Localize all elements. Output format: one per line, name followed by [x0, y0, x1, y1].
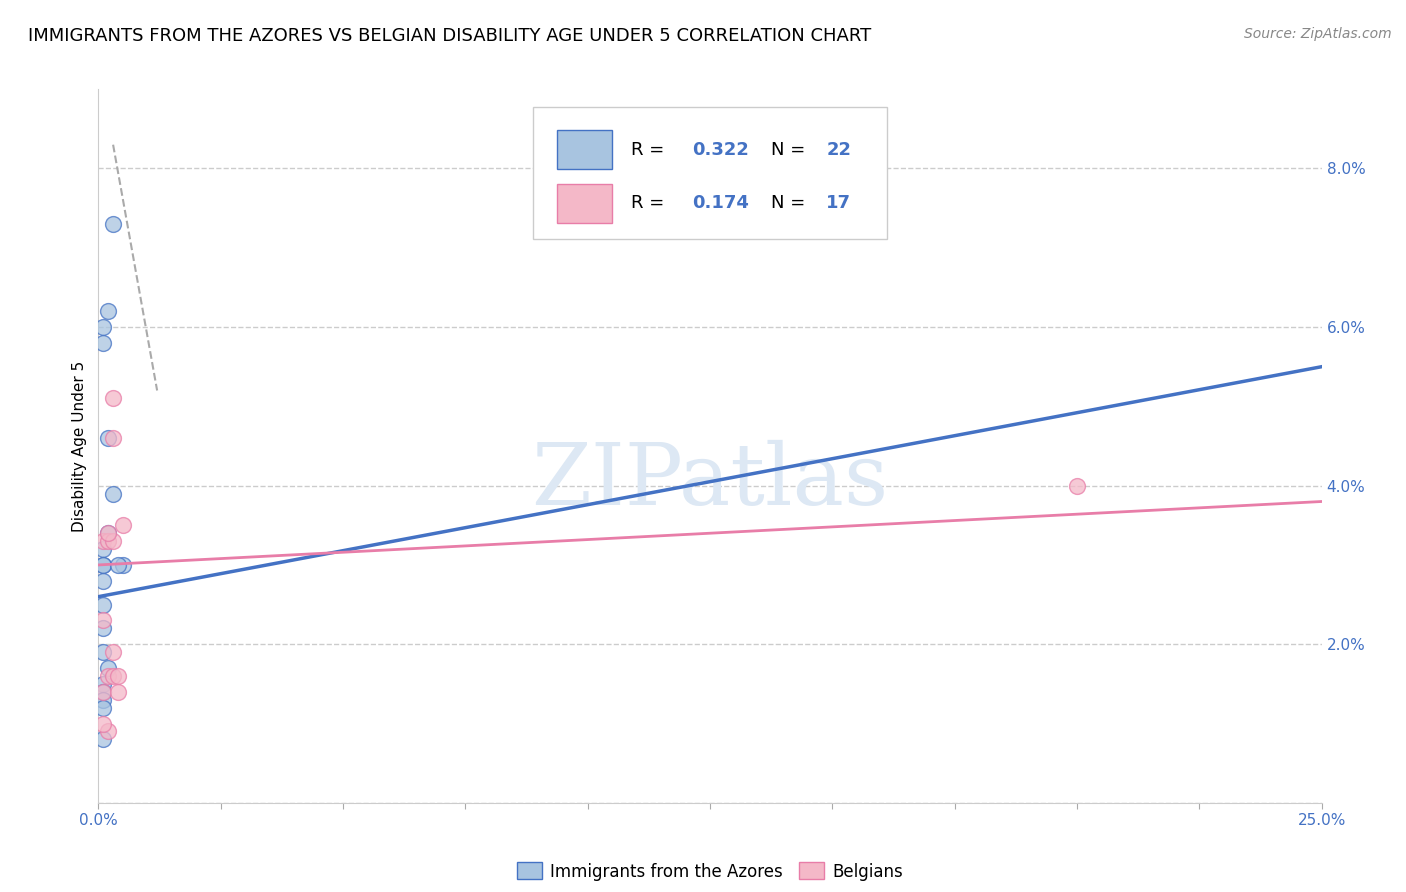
Point — [101, 431, 124, 445]
Point — [91, 677, 114, 691]
Point — [91, 692, 114, 706]
Point — [91, 598, 114, 612]
Point — [91, 335, 114, 350]
Point — [101, 669, 124, 683]
Point — [97, 526, 120, 541]
Point — [107, 685, 129, 699]
Point — [107, 669, 129, 683]
Point — [91, 716, 114, 731]
Point — [91, 320, 114, 334]
Point — [97, 669, 120, 683]
Point — [111, 518, 134, 533]
Point — [111, 558, 134, 572]
Text: R =: R = — [630, 194, 669, 212]
Point — [91, 685, 114, 699]
Point — [91, 574, 114, 588]
Point — [97, 304, 120, 318]
Point — [1066, 478, 1088, 492]
FancyBboxPatch shape — [533, 107, 887, 239]
Text: Source: ZipAtlas.com: Source: ZipAtlas.com — [1244, 27, 1392, 41]
Point — [91, 645, 114, 659]
Y-axis label: Disability Age Under 5: Disability Age Under 5 — [72, 360, 87, 532]
Text: N =: N = — [772, 194, 811, 212]
Point — [91, 732, 114, 747]
Text: N =: N = — [772, 141, 811, 159]
Point — [91, 558, 114, 572]
Point — [91, 542, 114, 557]
Legend: Immigrants from the Azores, Belgians: Immigrants from the Azores, Belgians — [510, 855, 910, 888]
Point — [97, 431, 120, 445]
Text: 17: 17 — [827, 194, 851, 212]
Point — [101, 392, 124, 406]
Point — [101, 534, 124, 549]
Text: IMMIGRANTS FROM THE AZORES VS BELGIAN DISABILITY AGE UNDER 5 CORRELATION CHART: IMMIGRANTS FROM THE AZORES VS BELGIAN DI… — [28, 27, 872, 45]
Point — [91, 621, 114, 635]
Text: R =: R = — [630, 141, 669, 159]
Point — [107, 558, 129, 572]
Point — [91, 534, 114, 549]
Point — [97, 661, 120, 675]
Point — [91, 685, 114, 699]
Point — [101, 645, 124, 659]
Point — [101, 217, 124, 231]
Point — [91, 700, 114, 714]
Point — [97, 724, 120, 739]
Text: 0.174: 0.174 — [692, 194, 748, 212]
Point — [91, 558, 114, 572]
FancyBboxPatch shape — [557, 184, 612, 223]
Point — [97, 534, 120, 549]
Point — [97, 526, 120, 541]
Text: ZIPatlas: ZIPatlas — [531, 440, 889, 524]
Text: 0.322: 0.322 — [692, 141, 748, 159]
Point — [91, 614, 114, 628]
Text: 22: 22 — [827, 141, 851, 159]
FancyBboxPatch shape — [557, 130, 612, 169]
Point — [101, 486, 124, 500]
